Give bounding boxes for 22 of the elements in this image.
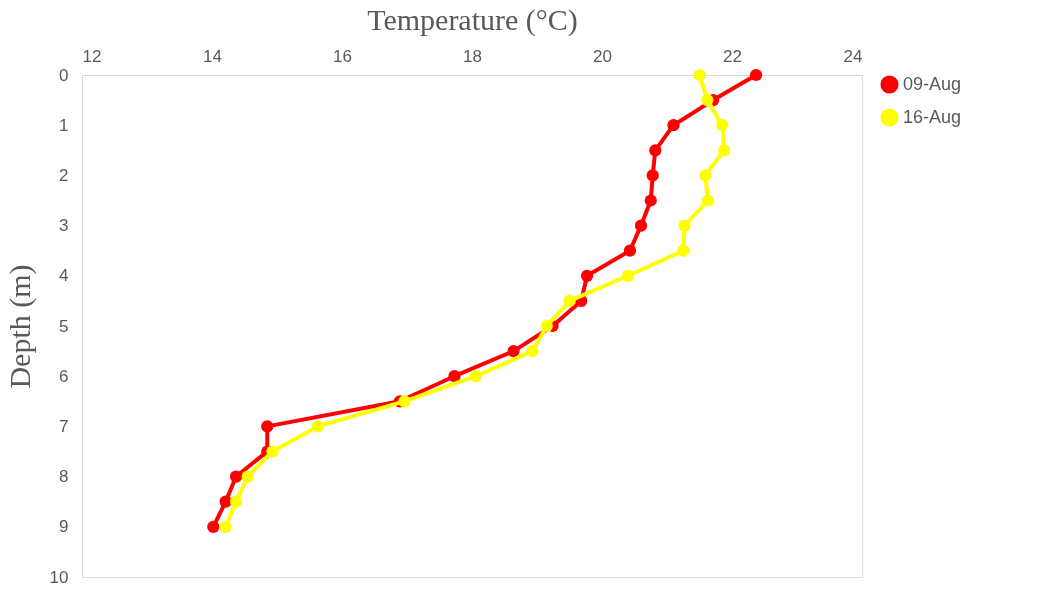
x-tick-label: 12: [82, 46, 102, 66]
y-tick-label: 4: [59, 266, 69, 286]
y-tick-label: 0: [59, 65, 69, 85]
x-tick-label: 22: [723, 46, 742, 66]
x-axis-title: Temperature (°C): [367, 2, 578, 37]
y-tick-label: 3: [59, 216, 69, 236]
x-tick-label: 24: [843, 46, 863, 66]
y-tick-label: 6: [59, 366, 69, 386]
legend-label: 16-Aug: [903, 106, 962, 127]
y-tick-label: 9: [59, 517, 69, 537]
y-tick-label: 2: [59, 165, 69, 185]
y-tick-label: 1: [59, 115, 69, 135]
x-tick-label: 14: [203, 46, 222, 66]
y-tick-label: 5: [59, 316, 69, 336]
y-tick-label: 10: [49, 567, 69, 587]
legend-label: 09-Aug: [903, 73, 962, 94]
y-tick-label: 8: [59, 467, 69, 487]
y-axis-title: Depth (m): [2, 264, 37, 389]
y-tick-label: 7: [59, 416, 69, 436]
x-tick-label: 18: [463, 46, 482, 66]
x-tick-label: 20: [593, 46, 612, 66]
x-tick-label: 16: [333, 46, 352, 66]
